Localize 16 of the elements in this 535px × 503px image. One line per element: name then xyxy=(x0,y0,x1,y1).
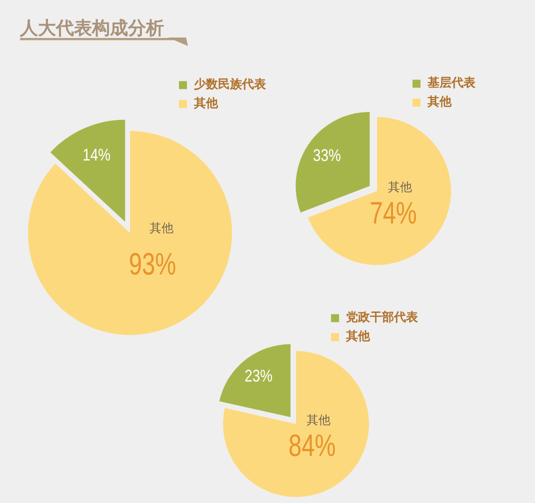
legend-label: 其他 xyxy=(426,94,453,109)
legend-label: 少数民族代表 xyxy=(192,77,267,92)
slice-label: 其他 xyxy=(306,413,331,428)
data-label: 93% xyxy=(128,246,176,282)
data-label: 33% xyxy=(313,146,342,166)
data-label: 23% xyxy=(244,368,273,386)
legend-label: 基层代表 xyxy=(426,76,477,90)
slice-label: 其他 xyxy=(388,180,412,194)
data-label: 14% xyxy=(82,146,111,166)
data-label: 74% xyxy=(370,195,417,230)
legend-label: 党政干部代表 xyxy=(345,310,420,324)
legend-label: 其他 xyxy=(345,329,372,344)
legend-label: 其他 xyxy=(192,96,219,110)
data-label: 84% xyxy=(288,428,336,464)
chart-title: 人大代表构成分析 xyxy=(19,18,164,38)
slice-label: 其他 xyxy=(150,221,174,236)
